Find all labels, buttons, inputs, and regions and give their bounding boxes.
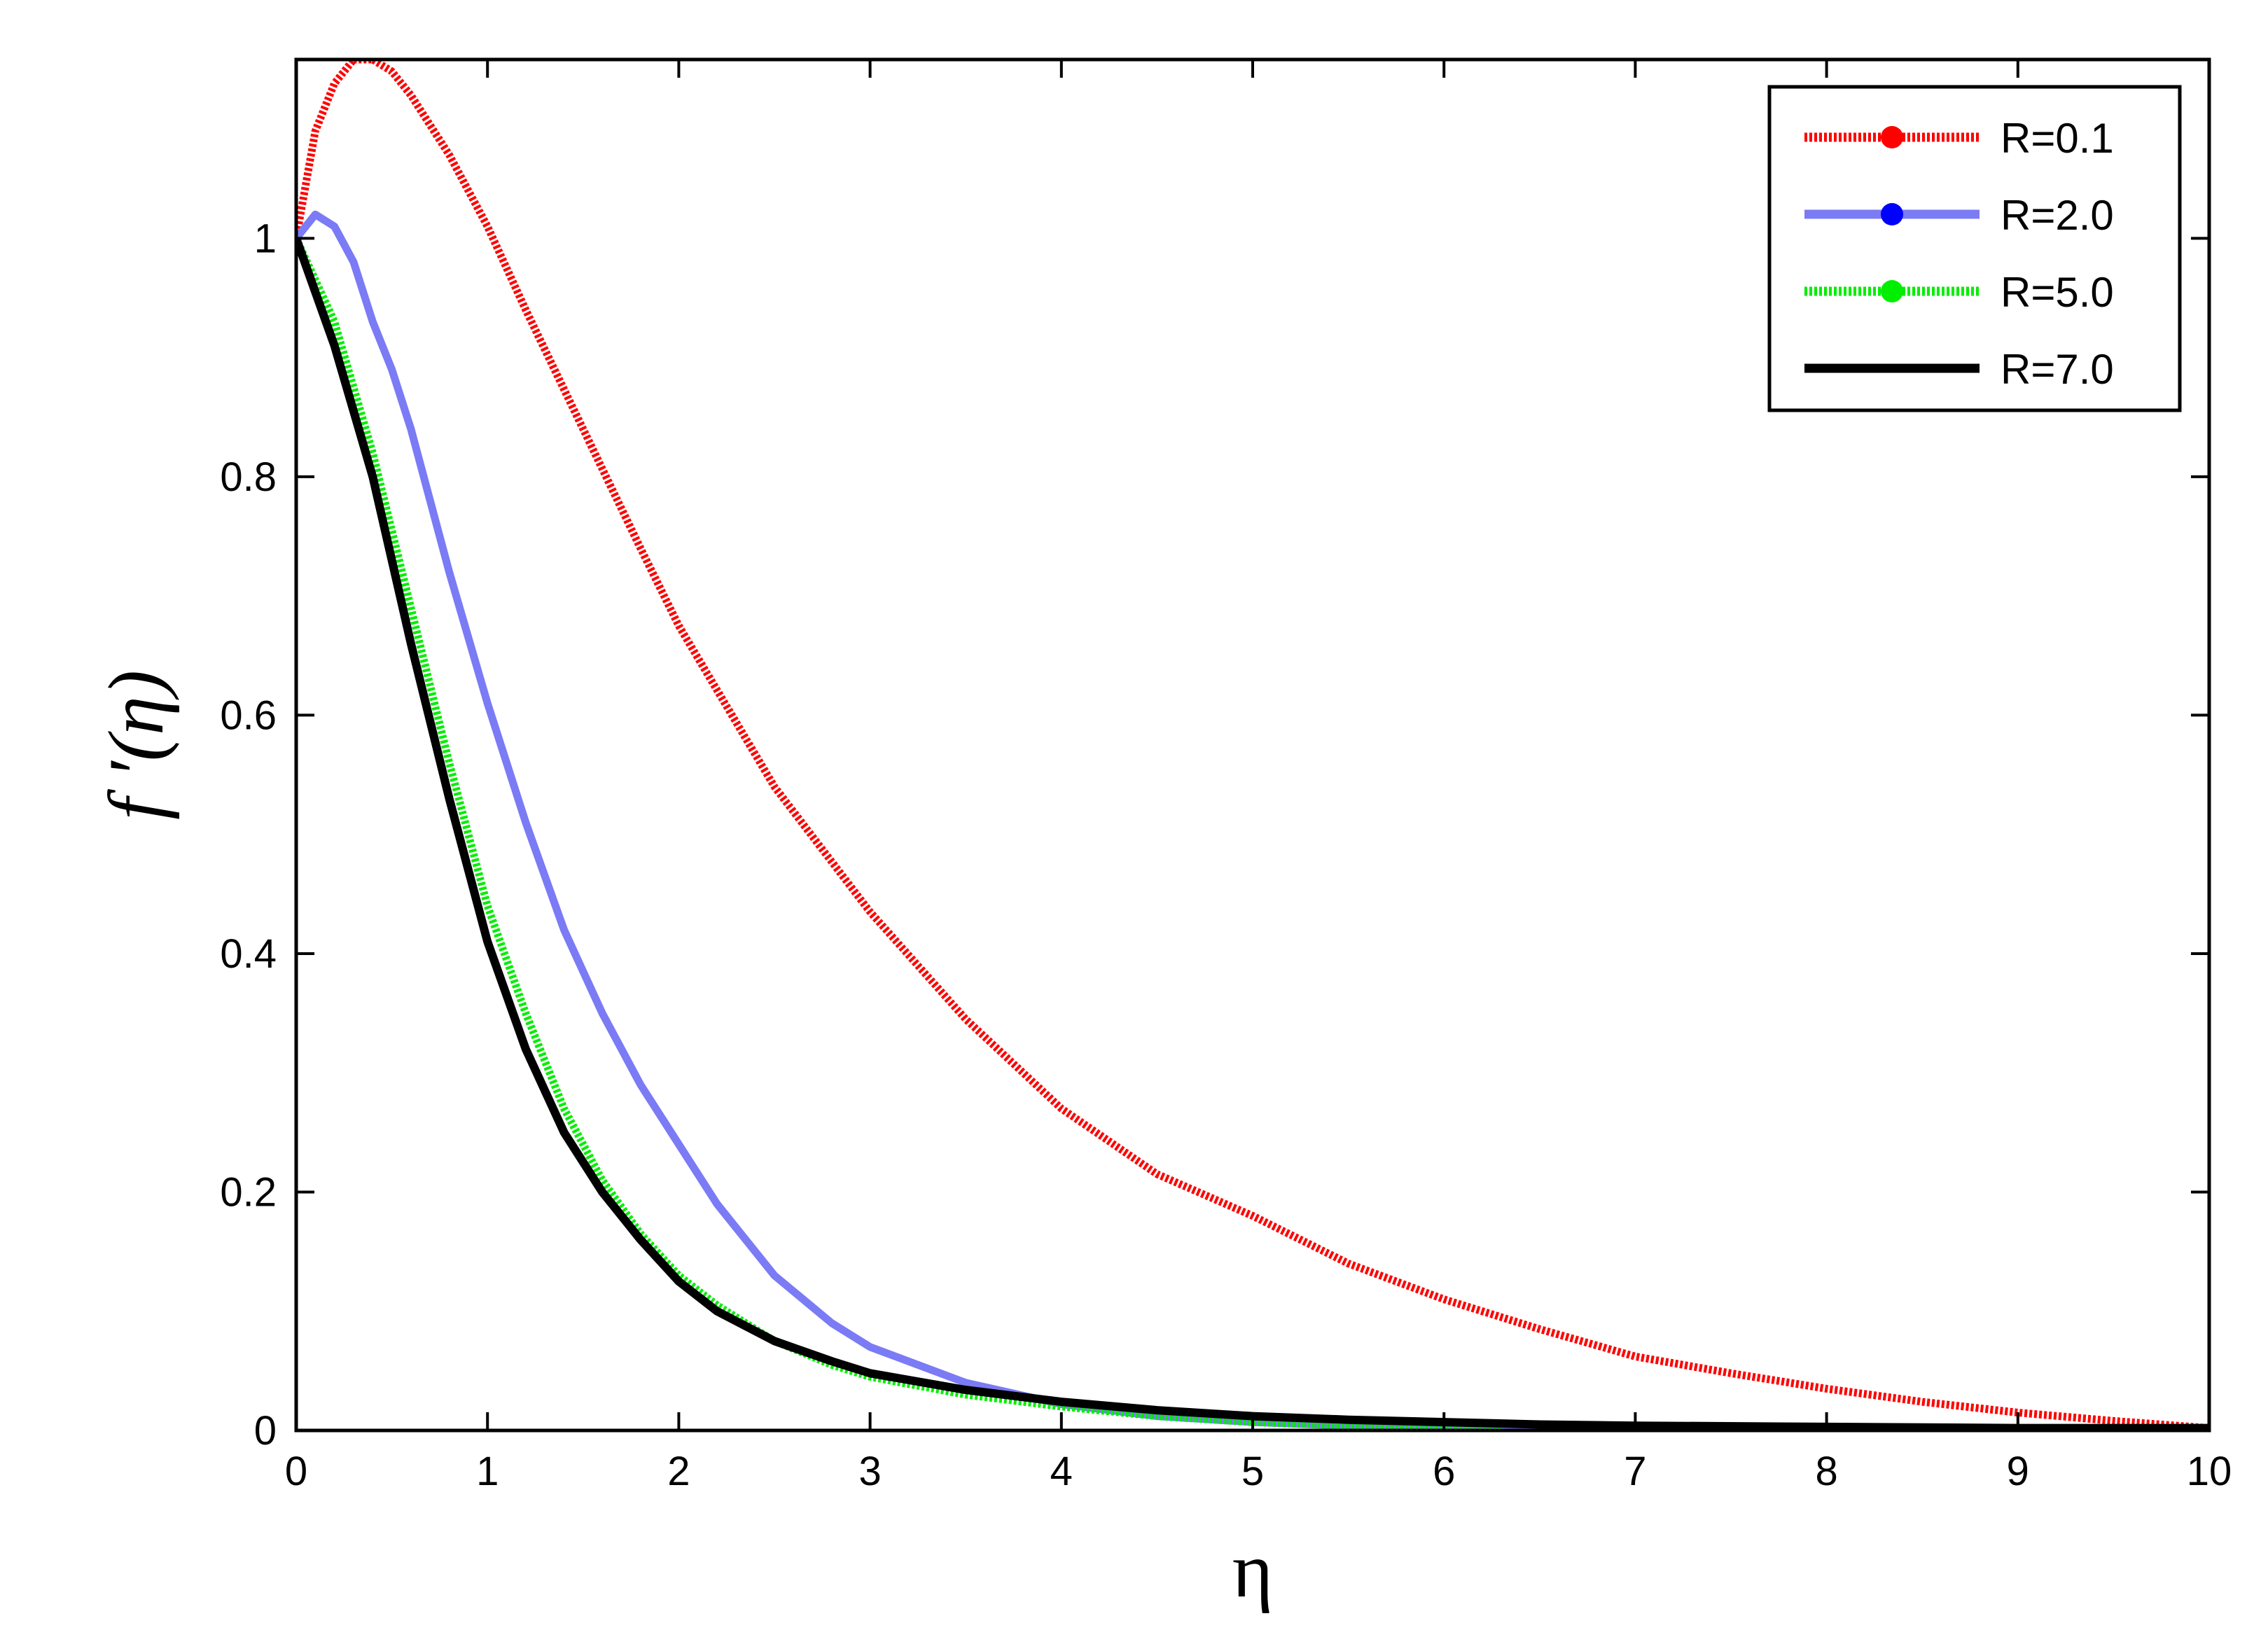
x-axis-label: η (1232, 1527, 1274, 1614)
legend-label-4: R=7.0 (2001, 346, 2114, 393)
series-layer (296, 60, 2209, 1430)
x-tick-label: 1 (476, 1449, 499, 1494)
legend: R=0.1 R=2.0 R=5.0 R=7.0 (1767, 85, 2182, 412)
x-tick-label: 5 (1241, 1449, 1264, 1494)
legend-label-3: R=5.0 (2001, 269, 2114, 316)
x-tick-label: 4 (1050, 1449, 1073, 1494)
ticks-layer: 0 1 2 3 4 5 6 7 8 9 10 0 0.2 0.4 0.6 0.8 1 (220, 60, 2232, 1494)
legend-marker-3 (1881, 280, 1903, 302)
x-tick-label: 0 (285, 1449, 307, 1494)
legend-marker-1 (1881, 126, 1903, 148)
x-tick-label: 2 (667, 1449, 690, 1494)
y-tick-label: 0.2 (220, 1169, 277, 1215)
legend-label-1: R=0.1 (2001, 115, 2114, 162)
series-line-3 (296, 237, 1502, 1430)
series-line-1 (296, 60, 2209, 1430)
x-tick-label: 10 (2187, 1449, 2232, 1494)
series-line-4 (296, 237, 2209, 1430)
y-tick-label: 0.4 (220, 931, 277, 977)
y-axis-label: f ′(η) (93, 670, 180, 820)
y-tick-label: 1 (254, 216, 277, 261)
x-tick-label: 9 (2007, 1449, 2029, 1494)
y-tick-label: 0 (254, 1408, 277, 1454)
x-tick-label: 6 (1433, 1449, 1455, 1494)
y-tick-label: 0.8 (220, 454, 277, 500)
y-tick-label: 0.6 (220, 692, 277, 738)
x-tick-label: 7 (1624, 1449, 1646, 1494)
legend-marker-2 (1881, 203, 1903, 225)
x-tick-label: 8 (1815, 1449, 1837, 1494)
legend-label-2: R=2.0 (2001, 192, 2114, 239)
legend-box (1767, 85, 2182, 412)
x-tick-label: 3 (858, 1449, 881, 1494)
